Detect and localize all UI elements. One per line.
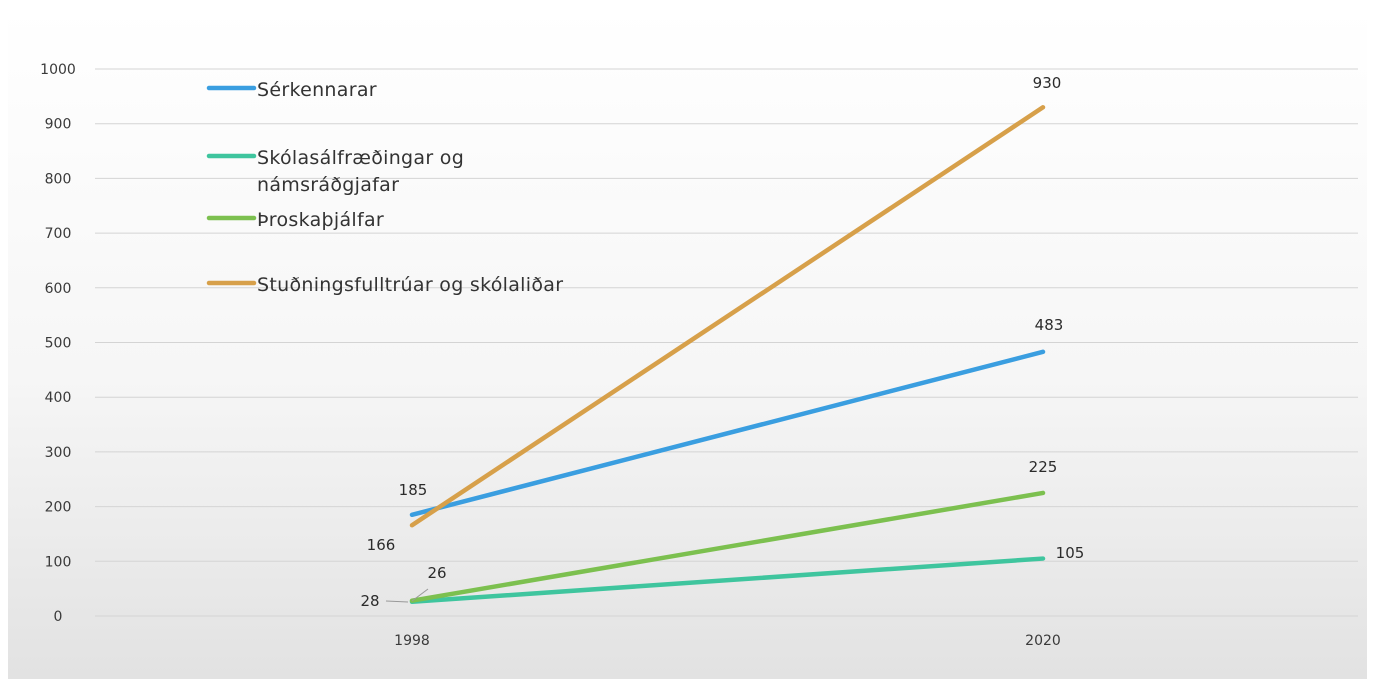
data-label: 483 (1035, 316, 1064, 334)
legend-label: Stuðningsfulltrúar og skólaliðar (257, 274, 563, 296)
x-tick-label: 1998 (394, 633, 430, 649)
legend-label: Þroskaþjálfar (257, 209, 384, 231)
x-tick-label: 2020 (1025, 633, 1061, 649)
series-line-4 (409, 105, 1046, 528)
y-tick-label: 200 (45, 500, 72, 516)
leader-line (385, 600, 409, 603)
leader-line (411, 588, 429, 602)
data-label: 105 (1056, 544, 1085, 562)
x-axis-ticks: 1998 2020 (394, 633, 1061, 649)
data-label: 166 (367, 536, 396, 554)
data-label: 185 (399, 481, 428, 499)
y-tick-label: 100 (45, 554, 72, 570)
data-labels: 185 483 26 105 28 225 166 930 (360, 74, 1084, 610)
y-tick-label: 700 (45, 226, 72, 242)
data-label: 26 (427, 564, 446, 582)
y-tick-label: 300 (45, 445, 72, 461)
y-tick-label: 0 (54, 609, 63, 625)
legend: Sérkennarar Skólasálfræðingar og námsráðgj… (206, 79, 563, 296)
series-line-3 (409, 490, 1046, 603)
data-label: 225 (1029, 458, 1058, 476)
y-tick-label: 600 (45, 281, 72, 297)
y-tick-label: 500 (45, 336, 72, 352)
legend-label: Skólasálfræðingar og (257, 147, 464, 169)
data-label: 28 (360, 592, 379, 610)
y-tick-label: 1000 (40, 62, 76, 78)
y-tick-label: 900 (45, 117, 72, 133)
data-label: 930 (1033, 74, 1062, 92)
y-axis-ticks: 0 100 200 300 400 500 600 700 800 900 1000 (40, 62, 76, 625)
series-lines (409, 105, 1046, 605)
series-line-1 (409, 349, 1046, 518)
y-tick-label: 400 (45, 390, 72, 406)
gridlines (95, 68, 1358, 617)
legend-label: Sérkennarar (257, 79, 377, 101)
legend-label: námsráðgjafar (257, 174, 399, 196)
y-tick-label: 800 (45, 171, 72, 187)
series-line-2 (409, 556, 1046, 605)
